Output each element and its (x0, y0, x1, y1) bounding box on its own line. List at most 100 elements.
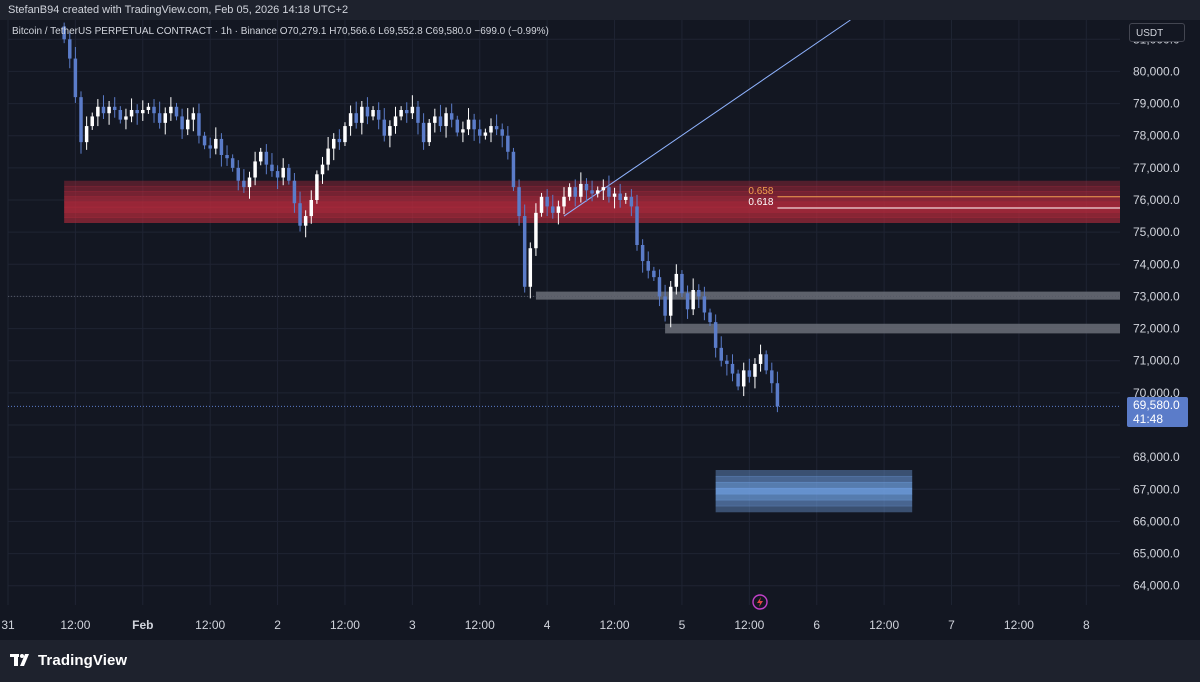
bolt-icon-glyph (757, 597, 763, 607)
x-tick-label: 12:00 (1004, 618, 1034, 632)
candle (590, 180, 594, 202)
candle-body (741, 370, 746, 387)
candle-body (354, 113, 358, 123)
y-tick-label: 77,000.0 (1133, 161, 1180, 175)
candle (685, 285, 690, 319)
resistance-zone-band (64, 212, 1120, 218)
candle-body (680, 273, 684, 294)
candle-body (118, 110, 123, 120)
candle-body (584, 183, 589, 191)
candle-body (528, 248, 533, 287)
candle (551, 194, 555, 219)
candle (635, 194, 639, 251)
candle-body (635, 206, 639, 245)
candle-body (646, 261, 650, 271)
candle-body (298, 203, 302, 226)
candle-body (202, 135, 207, 146)
candle-body (663, 296, 667, 316)
candle-body (461, 129, 465, 133)
candle-body (399, 110, 403, 117)
fib-level-label: 0.658 (748, 186, 773, 197)
symbol-legend: Bitcoin / TetherUS PERPETUAL CONTRACT · … (12, 26, 549, 37)
candle-body (107, 106, 111, 114)
candle (449, 103, 454, 128)
candle (607, 175, 611, 203)
candle (500, 123, 504, 148)
candle-body (455, 119, 460, 133)
candle-body (590, 190, 594, 194)
candle-body (697, 290, 701, 297)
candle (753, 358, 757, 389)
candle (236, 160, 241, 191)
candle-body (68, 39, 72, 59)
candle-body (449, 113, 454, 120)
candle-body (466, 119, 471, 130)
candle (354, 101, 358, 129)
symbol-name: Bitcoin / TetherUS PERPETUAL CONTRACT · … (12, 26, 277, 37)
candle-body (191, 113, 196, 120)
candle (84, 116, 89, 150)
target-zone-band (715, 493, 913, 501)
candle-body (494, 126, 499, 130)
resistance-zone-band (64, 217, 1120, 223)
candle (416, 101, 420, 135)
candle-body (197, 113, 201, 136)
candle-body (365, 106, 370, 117)
candle-body (595, 190, 600, 194)
target-zone-band (715, 470, 913, 477)
candle (287, 164, 291, 185)
x-tick-label: 31 (1, 618, 15, 632)
candle (595, 186, 600, 198)
candle-body (522, 216, 527, 287)
candle (461, 121, 465, 143)
candle-body (607, 187, 611, 197)
candle (472, 113, 476, 141)
candle-body (242, 180, 246, 188)
y-tick-label: 72,000.0 (1133, 322, 1180, 336)
candle-body (388, 126, 392, 136)
candle (455, 115, 460, 137)
candle (174, 102, 179, 121)
bolt-icon-ring (752, 594, 768, 610)
candle-body (500, 129, 504, 136)
candle-body (124, 116, 128, 120)
candle-body (410, 106, 415, 114)
candle (214, 127, 218, 155)
y-tick-label: 71,000.0 (1133, 354, 1180, 368)
candle (96, 99, 100, 127)
bolt-icon[interactable] (752, 594, 768, 610)
candle (382, 108, 387, 142)
currency-selector[interactable]: USDT (1129, 23, 1185, 42)
candle (281, 158, 285, 186)
brand-logo[interactable]: TradingView (10, 650, 127, 670)
y-tick-label: 74,000.0 (1133, 257, 1180, 271)
candle (365, 97, 370, 125)
candle-body (180, 116, 184, 130)
candle (393, 106, 398, 134)
candle-body (534, 212, 538, 249)
candle (146, 102, 151, 114)
candle-body (343, 126, 347, 143)
candle-body (208, 145, 212, 149)
candle-body (657, 277, 662, 297)
candle (141, 100, 145, 121)
candle (674, 264, 679, 295)
candle (668, 281, 673, 328)
candle (124, 108, 128, 130)
candle-body (483, 132, 488, 136)
candle (624, 192, 628, 204)
candle (511, 147, 516, 191)
candle (697, 284, 701, 308)
candle-body (112, 106, 117, 110)
candle-body (652, 270, 656, 278)
candle-body (691, 290, 695, 310)
candle-body (556, 206, 561, 213)
candle (478, 119, 482, 144)
candle-body (337, 138, 342, 143)
x-tick-label: 7 (948, 618, 955, 632)
candle-body (292, 180, 297, 204)
fib-level-label: 0.618 (748, 197, 773, 208)
ohlc-change: −699.0 (−0.99%) (474, 26, 549, 37)
x-tick-label: 5 (679, 618, 686, 632)
